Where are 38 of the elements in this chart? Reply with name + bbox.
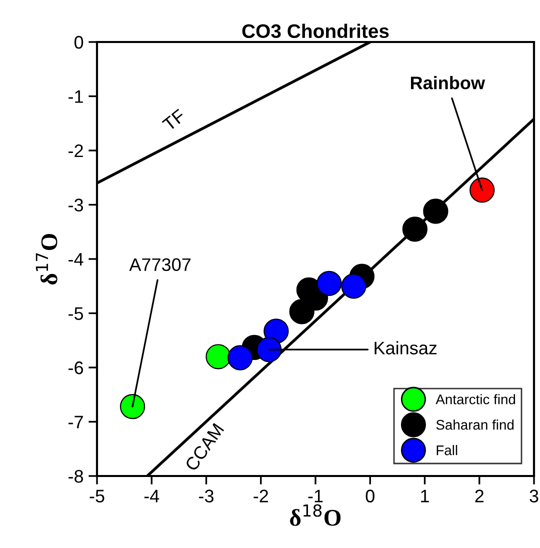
point [470,178,495,203]
legend-label: Antarctic find [436,394,516,404]
x-tick-label: -1 [308,490,323,502]
chart-title: CO3 Chondrites [242,24,389,38]
y-tick-label: -6 [68,361,84,374]
point [402,216,428,242]
y-tick-label: 0 [74,36,84,49]
x-tick-label: -3 [199,490,214,502]
y-tick-label: -5 [68,307,84,320]
y-tick-label: -2 [68,144,83,158]
point [341,274,366,299]
x-tick-label: 0 [366,490,374,502]
point [256,337,282,362]
y-tick-label: -1 [68,90,83,103]
y-axis-title: δ$^{17}$O [36,234,58,284]
y-tick-label: -4 [68,253,84,266]
x-tick-label: -2 [254,490,268,502]
point [423,198,448,224]
x-tick-label: -5 [90,490,104,502]
x-tick-label: -4 [144,490,160,502]
text: TF [162,108,186,132]
point [228,345,253,370]
y-tick-label: -7 [68,416,83,428]
annotation: A77307 [129,258,191,272]
x-axis-title: δ$^{18}$O [290,504,341,526]
point [206,344,231,370]
y-tick-label: -3 [68,198,84,212]
point [316,270,342,296]
x-tick-label: 3 [530,490,538,502]
annotation: Kainsaz [374,341,437,354]
legend-label: Saharan find [436,420,514,430]
legend-label: Fall [436,444,458,456]
annotation: Rainbow [410,76,486,90]
y-tick-label: -8 [68,470,84,483]
x-tick-label: 1 [421,490,429,502]
x-tick-label: 2 [475,490,484,502]
point [289,299,314,324]
point [120,394,146,420]
